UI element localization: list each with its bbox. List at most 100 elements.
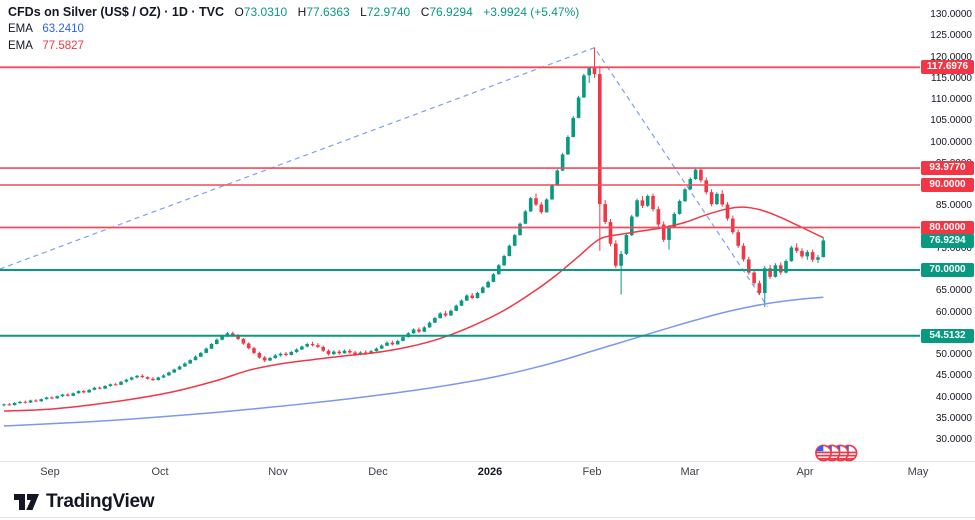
candle-up	[784, 261, 788, 273]
candle-up	[773, 265, 778, 277]
chart-legend: CFDs on Silver (US$ / OZ) · 1D · TVC O73…	[8, 4, 579, 54]
candle-up	[401, 337, 405, 341]
candle-up	[486, 281, 490, 288]
candle-down	[246, 343, 251, 349]
candle-up	[342, 350, 347, 354]
candle-up	[204, 348, 208, 353]
time-axis-label[interactable]: 2026	[477, 466, 503, 478]
candle-up	[582, 75, 586, 98]
time-axis-label[interactable]: Apr	[796, 466, 814, 478]
candle-down	[699, 169, 703, 181]
candle-up	[71, 393, 75, 396]
candle-up	[156, 377, 161, 381]
time-axis-label[interactable]: Dec	[368, 466, 388, 478]
candle-down	[231, 333, 235, 336]
change-value: +3.9924 (+5.47%)	[483, 5, 580, 19]
candle-up	[544, 199, 549, 213]
candle-up	[587, 68, 591, 76]
candle-down	[800, 250, 804, 257]
candle-down	[257, 352, 262, 358]
us-flags-icon[interactable]	[815, 441, 859, 470]
candle-up	[411, 329, 416, 334]
candle-up	[481, 287, 485, 293]
candle-down	[50, 397, 54, 399]
candle-down	[810, 252, 815, 260]
trendline-drawing[interactable]	[0, 46, 768, 307]
price-tick-label: 40.0000	[935, 391, 972, 403]
candle-down	[34, 400, 38, 402]
time-axis-label[interactable]: Oct	[151, 466, 169, 478]
candle-down	[736, 232, 740, 246]
candle-down	[603, 204, 607, 222]
time-axis-label[interactable]: May	[907, 466, 929, 478]
ema-fast-line[interactable]	[3, 206, 824, 412]
candle-up	[103, 386, 107, 389]
candle-down	[709, 192, 714, 205]
candle-up	[449, 310, 453, 316]
candle-up	[528, 198, 533, 212]
high-value: 77.6363	[306, 5, 350, 19]
ema-legend-row-1[interactable]: EMA 63.2410	[8, 20, 579, 37]
candle-down	[661, 224, 666, 240]
candle-down	[151, 378, 155, 381]
price-tick-label: 30.0000	[935, 434, 972, 445]
price-level-label: 90.0000	[921, 178, 974, 192]
candle-up	[332, 351, 336, 355]
time-axis-label[interactable]: Mar	[680, 466, 700, 478]
price-tick-label: 100.0000	[930, 136, 972, 148]
candle-up	[683, 189, 687, 202]
candle-up	[550, 185, 554, 200]
candle-down	[23, 401, 28, 403]
ema-slow-line[interactable]	[3, 296, 824, 427]
candle-down	[539, 204, 544, 213]
candle-up	[385, 342, 389, 346]
candle-up	[459, 300, 464, 306]
candle-down	[326, 350, 331, 355]
candle-down	[608, 222, 613, 244]
candle-up	[172, 369, 176, 373]
candle-up	[422, 327, 427, 332]
symbol-legend-row[interactable]: CFDs on Silver (US$ / OZ) · 1D · TVC O73…	[8, 4, 579, 20]
candle-up	[688, 179, 693, 190]
price-tick-label: 50.0000	[935, 349, 972, 360]
candle-up	[821, 240, 826, 258]
candle-up	[630, 216, 634, 236]
low-value: 72.9740	[366, 5, 411, 19]
candle-up	[273, 355, 278, 358]
tradingview-logo[interactable]: TradingView	[14, 491, 155, 513]
price-chart-canvas[interactable]	[0, 0, 920, 461]
time-axis-label[interactable]: Nov	[268, 466, 288, 478]
candle-down	[284, 353, 288, 355]
candle-up	[300, 346, 304, 350]
candle-down	[614, 243, 618, 266]
candle-down	[7, 404, 12, 406]
candle-down	[262, 357, 267, 361]
candle-down	[241, 338, 246, 344]
price-tick-label: 65.0000	[935, 285, 972, 297]
price-axis[interactable]: 130.0000 125.0000 120.0000 115.0000 110.0000…	[920, 0, 975, 460]
candle-up	[374, 348, 379, 352]
price-level-label: 93.9770	[921, 161, 974, 176]
candle-up	[571, 117, 575, 137]
candle-up	[677, 201, 682, 214]
time-axis-label[interactable]: Feb	[582, 466, 602, 478]
candle-down	[656, 209, 661, 225]
candle-up	[454, 305, 458, 311]
candle-up	[92, 387, 97, 390]
symbol-title: CFDs on Silver (US$ / OZ) · 1D · TVC	[8, 5, 224, 19]
candle-up	[491, 274, 496, 282]
candle-down	[640, 200, 645, 206]
time-axis-label[interactable]: Sep	[40, 466, 60, 478]
candle-up	[167, 372, 171, 376]
candle-down	[252, 348, 256, 353]
ema-legend-row-2[interactable]: EMA 77.5827	[8, 37, 579, 54]
price-tick-label: 115.0000	[931, 72, 972, 84]
candle-up	[44, 397, 49, 400]
candle-down	[534, 198, 538, 205]
candle-down	[747, 259, 751, 273]
candle-up	[667, 227, 671, 240]
time-axis[interactable]: Sep Oct Nov Dec 2026 Feb Mar Apr May	[0, 461, 975, 484]
candle-down	[145, 377, 150, 379]
candle-up	[512, 235, 517, 246]
ema2-value: 77.5827	[42, 40, 84, 52]
